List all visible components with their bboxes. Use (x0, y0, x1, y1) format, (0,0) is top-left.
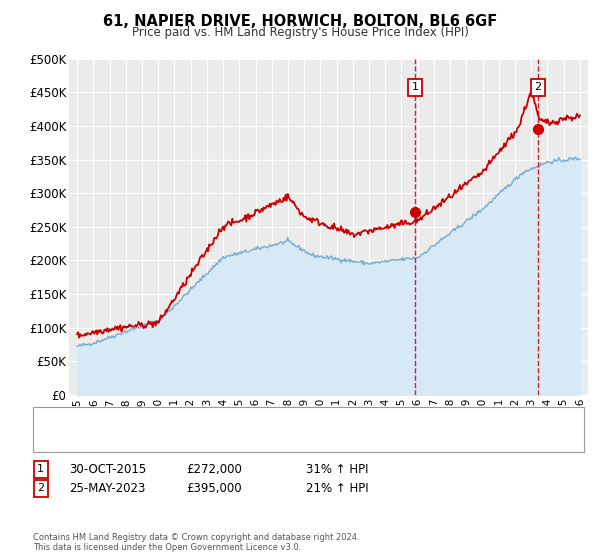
Text: 31% ↑ HPI: 31% ↑ HPI (306, 463, 368, 476)
Text: 25-MAY-2023: 25-MAY-2023 (69, 482, 145, 495)
Text: Price paid vs. HM Land Registry's House Price Index (HPI): Price paid vs. HM Land Registry's House … (131, 26, 469, 39)
Text: Contains HM Land Registry data © Crown copyright and database right 2024.: Contains HM Land Registry data © Crown c… (33, 533, 359, 542)
Text: 61, NAPIER DRIVE, HORWICH, BOLTON, BL6 6GF: 61, NAPIER DRIVE, HORWICH, BOLTON, BL6 6… (103, 14, 497, 29)
Text: 30-OCT-2015: 30-OCT-2015 (69, 463, 146, 476)
Text: £272,000: £272,000 (186, 463, 242, 476)
Text: 21% ↑ HPI: 21% ↑ HPI (306, 482, 368, 495)
Text: 61, NAPIER DRIVE, HORWICH, BOLTON, BL6 6GF (detached house): 61, NAPIER DRIVE, HORWICH, BOLTON, BL6 6… (83, 414, 427, 424)
Text: 2: 2 (37, 483, 44, 493)
Text: 2: 2 (534, 82, 541, 92)
Text: HPI: Average price, detached house, Bolton: HPI: Average price, detached house, Bolt… (83, 435, 310, 445)
Text: 1: 1 (412, 82, 418, 92)
Text: £395,000: £395,000 (186, 482, 242, 495)
Text: This data is licensed under the Open Government Licence v3.0.: This data is licensed under the Open Gov… (33, 543, 301, 552)
Text: 1: 1 (37, 464, 44, 474)
